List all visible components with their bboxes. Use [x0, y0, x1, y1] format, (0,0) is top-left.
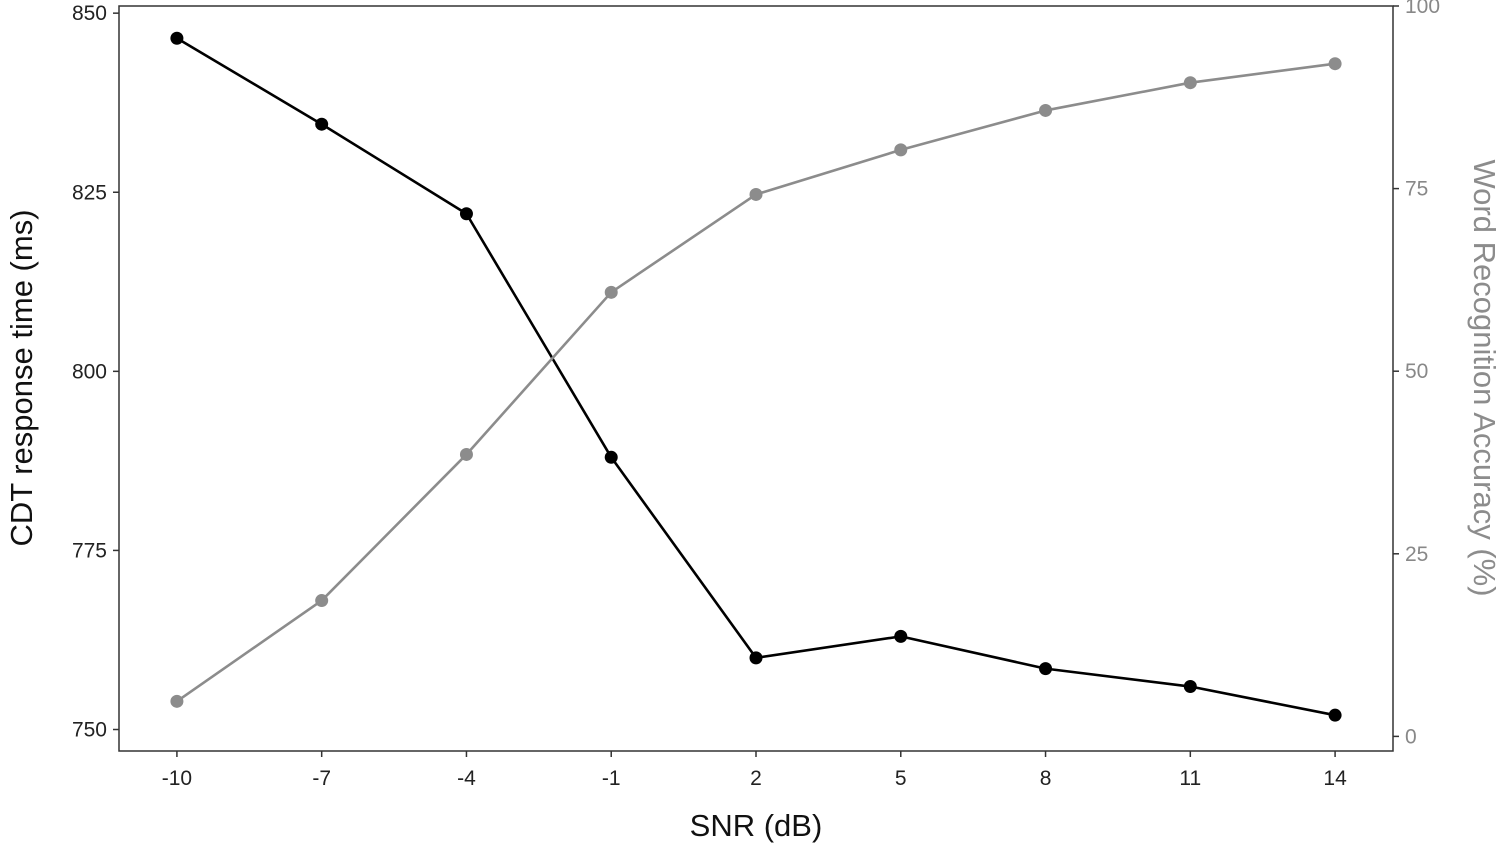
left-tick-label: 825 — [72, 181, 107, 204]
left-tick-label: 850 — [72, 2, 107, 25]
x-tick-label: -4 — [457, 767, 476, 790]
x-tick-label: 14 — [1323, 767, 1347, 790]
left-tick-label: 775 — [72, 539, 107, 562]
x-tick-label: -7 — [312, 767, 331, 790]
left-axis-title: CDT response time (ms) — [4, 209, 39, 546]
right-tick-label: 100 — [1405, 0, 1440, 18]
left-tick-label: 750 — [72, 719, 107, 742]
accuracy-data-point — [604, 285, 618, 299]
response-time-data-point — [1328, 708, 1342, 722]
right-axis: 0 25 50 75 100 — [1393, 0, 1440, 748]
response-time-data-point — [604, 450, 618, 464]
right-tick-label: 0 — [1405, 725, 1417, 748]
accuracy-data-point — [170, 694, 184, 708]
x-axis: -10 -7 -4 -1 2 5 8 11 14 — [162, 751, 1347, 790]
response-time-data-point — [1183, 680, 1197, 694]
accuracy-data-point — [1039, 103, 1053, 117]
x-tick-label: 8 — [1040, 767, 1052, 790]
accuracy-data-point — [315, 594, 329, 608]
series-layer — [170, 31, 1342, 722]
response-time-data-point — [1039, 662, 1053, 676]
response-time-data-point — [894, 629, 908, 643]
left-tick-label: 800 — [72, 360, 107, 383]
response-time-data-point — [459, 207, 473, 221]
x-tick-label: 5 — [895, 767, 907, 790]
response-time-data-point — [749, 651, 763, 665]
left-axis: 750 775 800 825 850 — [72, 2, 119, 742]
right-tick-label: 25 — [1405, 543, 1428, 566]
response-time-data-point — [315, 117, 329, 131]
accuracy-data-point — [749, 187, 763, 201]
x-tick-label: 11 — [1179, 767, 1201, 790]
x-tick-label: 2 — [750, 767, 762, 790]
accuracy-data-point — [459, 447, 473, 461]
right-axis-title: Word Recognition Accuracy (%) — [1467, 159, 1502, 596]
accuracy-data-point — [1328, 57, 1342, 71]
accuracy-data-point — [1183, 76, 1197, 90]
right-tick-label: 50 — [1405, 360, 1428, 383]
response-time-data-point — [170, 31, 184, 45]
accuracy-data-point — [894, 143, 908, 157]
x-tick-label: -10 — [162, 767, 192, 790]
right-tick-label: 75 — [1405, 178, 1428, 201]
x-tick-label: -1 — [602, 767, 621, 790]
x-axis-title: SNR (dB) — [690, 808, 823, 843]
